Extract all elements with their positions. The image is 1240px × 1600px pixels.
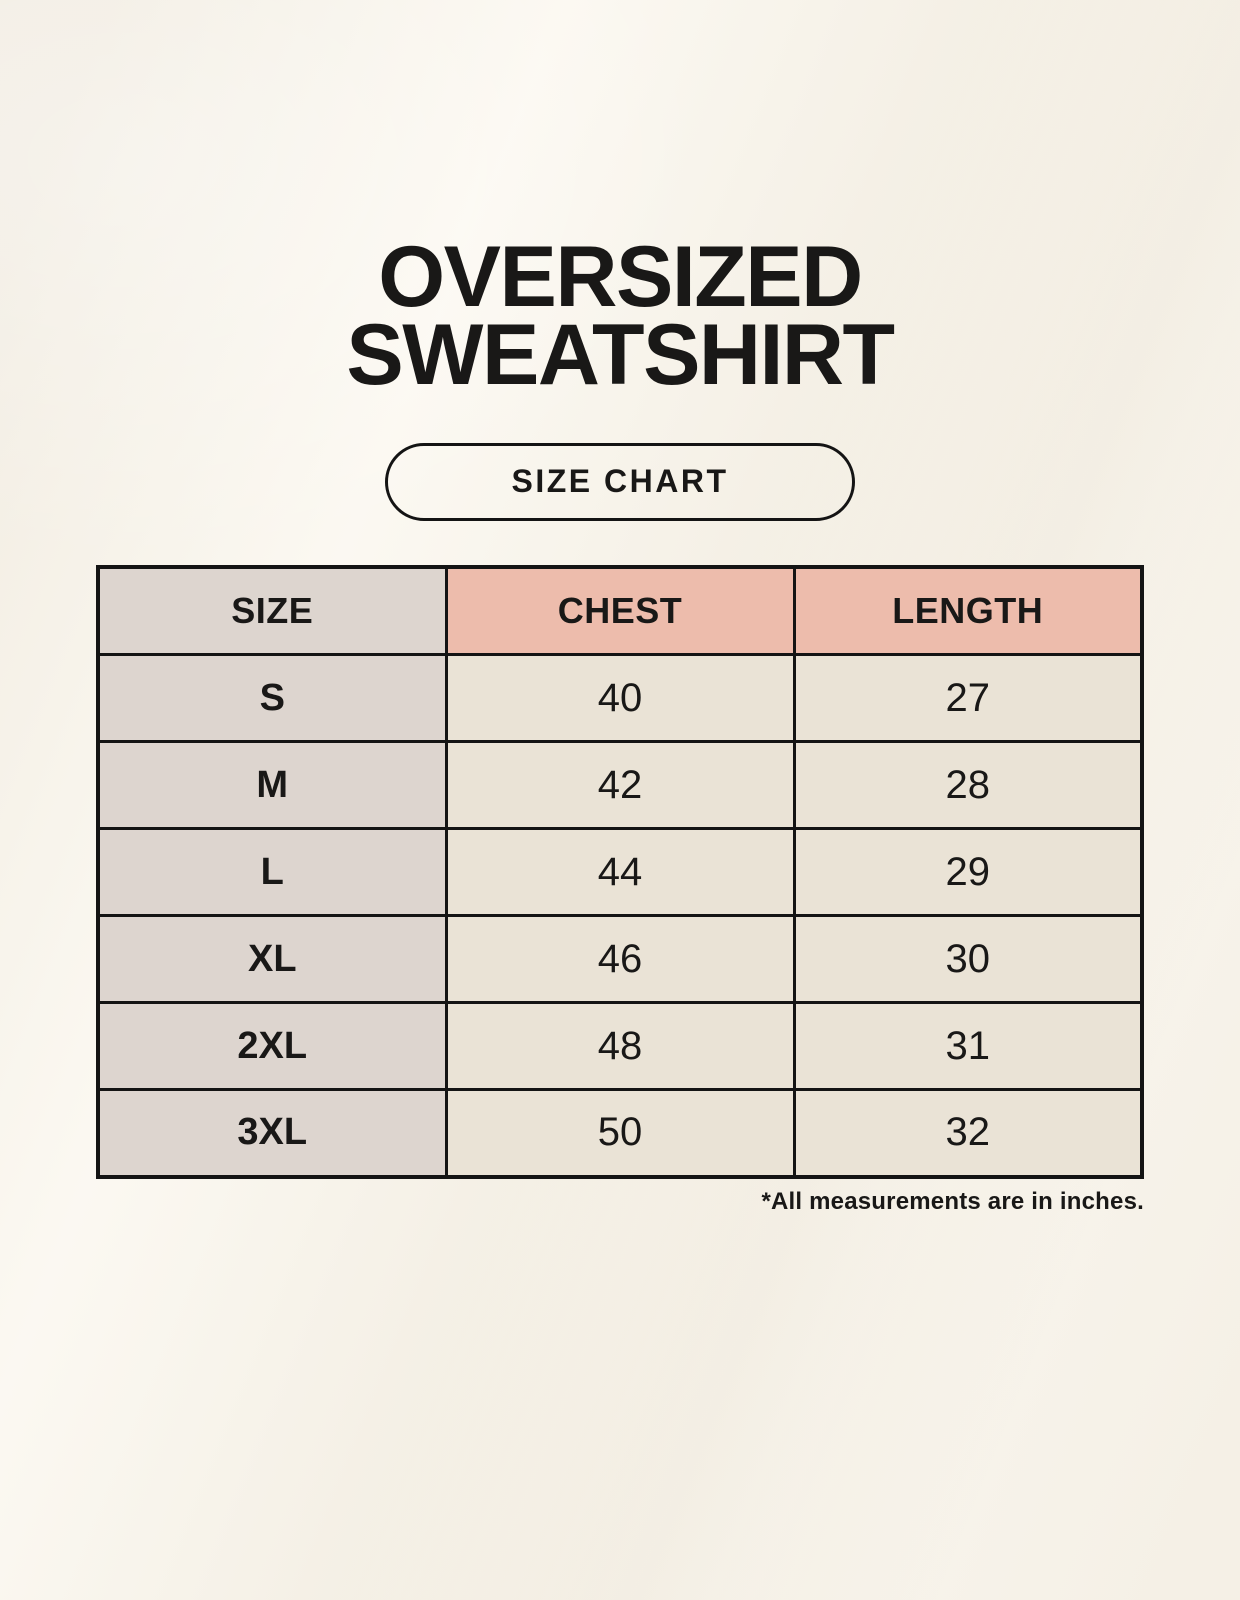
size-chart-label: SIZE CHART xyxy=(511,463,729,499)
chest-cell: 44 xyxy=(444,827,796,917)
table-row-l: L 44 29 xyxy=(96,827,1144,917)
page-title: OVERSIZED SWEATSHIRT xyxy=(0,229,1240,404)
table-row-m: M 42 28 xyxy=(96,740,1144,830)
title-line-1: OVERSIZED xyxy=(378,229,863,325)
column-header-size: SIZE xyxy=(96,565,448,656)
size-cell: S xyxy=(96,653,448,743)
length-cell: 31 xyxy=(792,1001,1144,1091)
table-header-row: SIZE CHEST LENGTH xyxy=(96,565,1144,656)
measurements-footnote: *All measurements are in inches. xyxy=(761,1187,1144,1215)
length-cell: 32 xyxy=(792,1088,1144,1178)
length-cell: 29 xyxy=(792,827,1144,917)
length-cell: 28 xyxy=(792,740,1144,830)
size-chart-table: SIZE CHEST LENGTH S 40 27 M 42 28 L xyxy=(96,564,1144,1179)
size-chart-button[interactable]: SIZE CHART xyxy=(385,442,855,521)
table-row-s: S 40 27 xyxy=(96,653,1144,743)
table-row-2xl: 2XL 48 31 xyxy=(96,1001,1144,1091)
table-row-3xl: 3XL 50 32 xyxy=(96,1088,1144,1178)
size-cell: M xyxy=(96,740,448,830)
size-cell: 3XL xyxy=(96,1088,448,1178)
column-header-chest: CHEST xyxy=(444,565,796,656)
chest-cell: 40 xyxy=(444,653,796,743)
column-header-length: LENGTH xyxy=(792,565,1144,656)
chest-cell: 48 xyxy=(444,1001,796,1091)
title-line-2: SWEATSHIRT xyxy=(346,307,895,404)
chest-cell: 50 xyxy=(444,1088,796,1178)
chest-cell: 42 xyxy=(444,740,796,830)
chest-cell: 46 xyxy=(444,914,796,1004)
table-row-xl: XL 46 30 xyxy=(96,914,1144,1004)
size-chart-section: SIZE CHEST LENGTH S 40 27 M 42 28 L xyxy=(96,564,1144,1216)
size-cell: 2XL xyxy=(96,1001,448,1091)
length-cell: 27 xyxy=(792,653,1144,743)
page-header: OVERSIZED SWEATSHIRT SIZE CHART xyxy=(0,0,1240,521)
size-cell: XL xyxy=(96,914,448,1004)
length-cell: 30 xyxy=(792,914,1144,1004)
size-cell: L xyxy=(96,827,448,917)
